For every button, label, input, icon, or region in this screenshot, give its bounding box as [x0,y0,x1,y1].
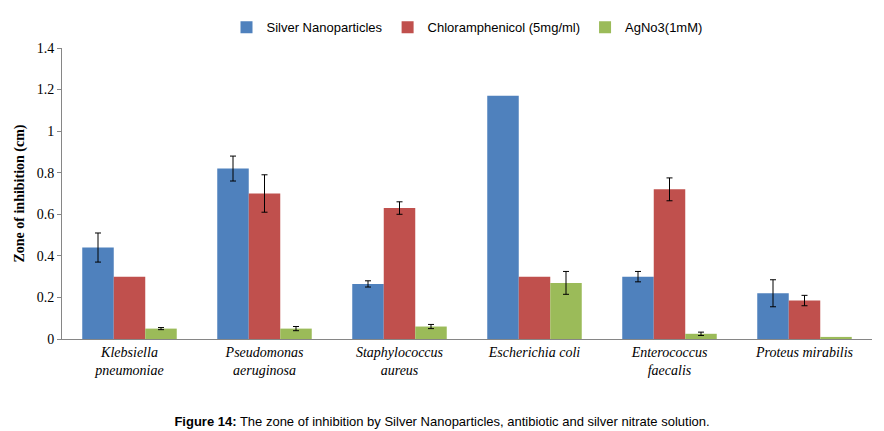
svg-text:Silver Nanoparticles: Silver Nanoparticles [267,20,383,35]
svg-text:AgNo3(1mM): AgNo3(1mM) [625,20,702,35]
svg-text:Proteus mirabilis: Proteus mirabilis [755,345,854,360]
svg-text:Zone of inhibition (cm): Zone of inhibition (cm) [12,124,28,262]
svg-text:Klebsiellapneumoniae: Klebsiellapneumoniae [94,345,163,378]
svg-text:Pseudomonasaeruginosa: Pseudomonasaeruginosa [225,345,304,378]
svg-text:Figure 14: The zone of inhibit: Figure 14: The zone of inhibition by Sil… [174,414,709,429]
svg-text:Escherichia coli: Escherichia coli [488,345,580,360]
svg-text:0.8: 0.8 [37,166,55,181]
svg-text:Staphylococcusaureus: Staphylococcusaureus [356,345,444,378]
svg-text:1.2: 1.2 [37,82,55,97]
svg-text:1.4: 1.4 [37,41,55,56]
svg-text:0.2: 0.2 [37,290,55,305]
svg-text:Chloramphenicol (5mg/ml): Chloramphenicol (5mg/ml) [428,20,580,35]
svg-text:0.4: 0.4 [37,249,55,264]
svg-text:1: 1 [47,124,54,139]
svg-text:0.6: 0.6 [37,207,55,222]
svg-text:Enterococcusfaecalis: Enterococcusfaecalis [631,345,708,378]
svg-text:0: 0 [47,332,54,347]
